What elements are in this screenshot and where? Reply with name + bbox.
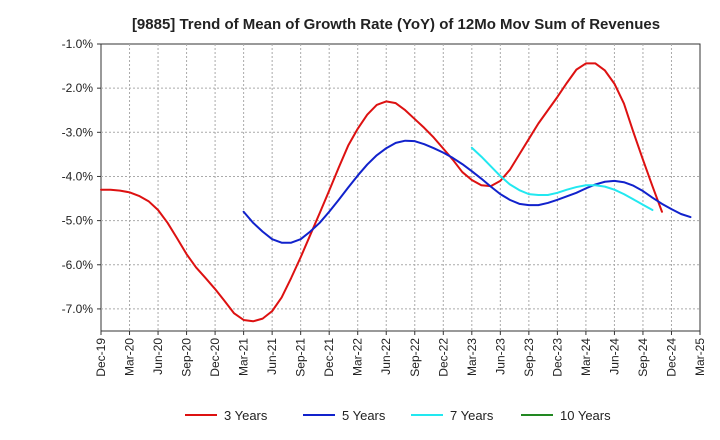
x-tick-label: Mar-24 (579, 338, 593, 376)
x-tick-label: Dec-21 (322, 338, 336, 377)
x-tick-label: Jun-23 (493, 338, 507, 375)
x-tick-label: Sep-20 (180, 338, 194, 377)
x-tick-label: Sep-22 (408, 338, 422, 377)
legend-label-10-years: 10 Years (560, 408, 611, 423)
y-tick-label: -7.0% (62, 302, 94, 316)
x-tick-label: Jun-22 (379, 338, 393, 375)
series-line-5-years (242, 139, 692, 244)
y-tick-label: -3.0% (62, 125, 94, 139)
y-axis: -1.0% -2.0% -3.0% -4.0% -5.0% -6.0% -7.0% (62, 37, 101, 316)
y-tick-label: -4.0% (62, 169, 94, 183)
series-line-3-years (100, 62, 663, 323)
x-tick-label: Mar-22 (351, 338, 365, 376)
series-line-7-years (470, 146, 654, 212)
x-tick-label: Jun-21 (265, 338, 279, 375)
x-tick-label: Dec-23 (550, 338, 564, 377)
plot-frame (100, 43, 701, 332)
x-tick-label: Sep-24 (636, 338, 650, 377)
legend-label-3-years: 3 Years (224, 408, 268, 423)
x-tick-label: Dec-22 (436, 338, 450, 377)
x-tick-label: Sep-23 (522, 338, 536, 377)
plot-area (100, 43, 701, 332)
x-tick-label: Dec-19 (94, 338, 108, 377)
x-tick-label: Mar-20 (123, 338, 137, 376)
x-tick-label: Dec-20 (208, 338, 222, 377)
x-axis: Dec-19 Mar-20 Jun-20 Sep-20 Dec-20 Mar-21 Jun-… (94, 331, 707, 377)
x-tick-label: Jun-20 (151, 338, 165, 375)
x-tick-label: Mar-25 (693, 338, 707, 376)
x-tick-label: Dec-24 (664, 338, 678, 377)
x-tick-label: Mar-21 (237, 338, 251, 376)
y-tick-label: -6.0% (62, 258, 94, 272)
y-tick-label: -1.0% (62, 37, 94, 51)
x-tick-label: Mar-23 (465, 338, 479, 376)
legend: 3 Years 5 Years 7 Years 10 Years (185, 408, 611, 423)
x-tick-label: Sep-21 (294, 338, 308, 377)
y-tick-label: -5.0% (62, 214, 94, 228)
x-tick-label: Jun-24 (607, 338, 621, 375)
y-tick-label: -2.0% (62, 81, 94, 95)
legend-label-7-years: 7 Years (450, 408, 494, 423)
series-lines (100, 62, 692, 323)
legend-label-5-years: 5 Years (342, 408, 386, 423)
chart-title: [9885] Trend of Mean of Growth Rate (YoY… (132, 16, 660, 33)
